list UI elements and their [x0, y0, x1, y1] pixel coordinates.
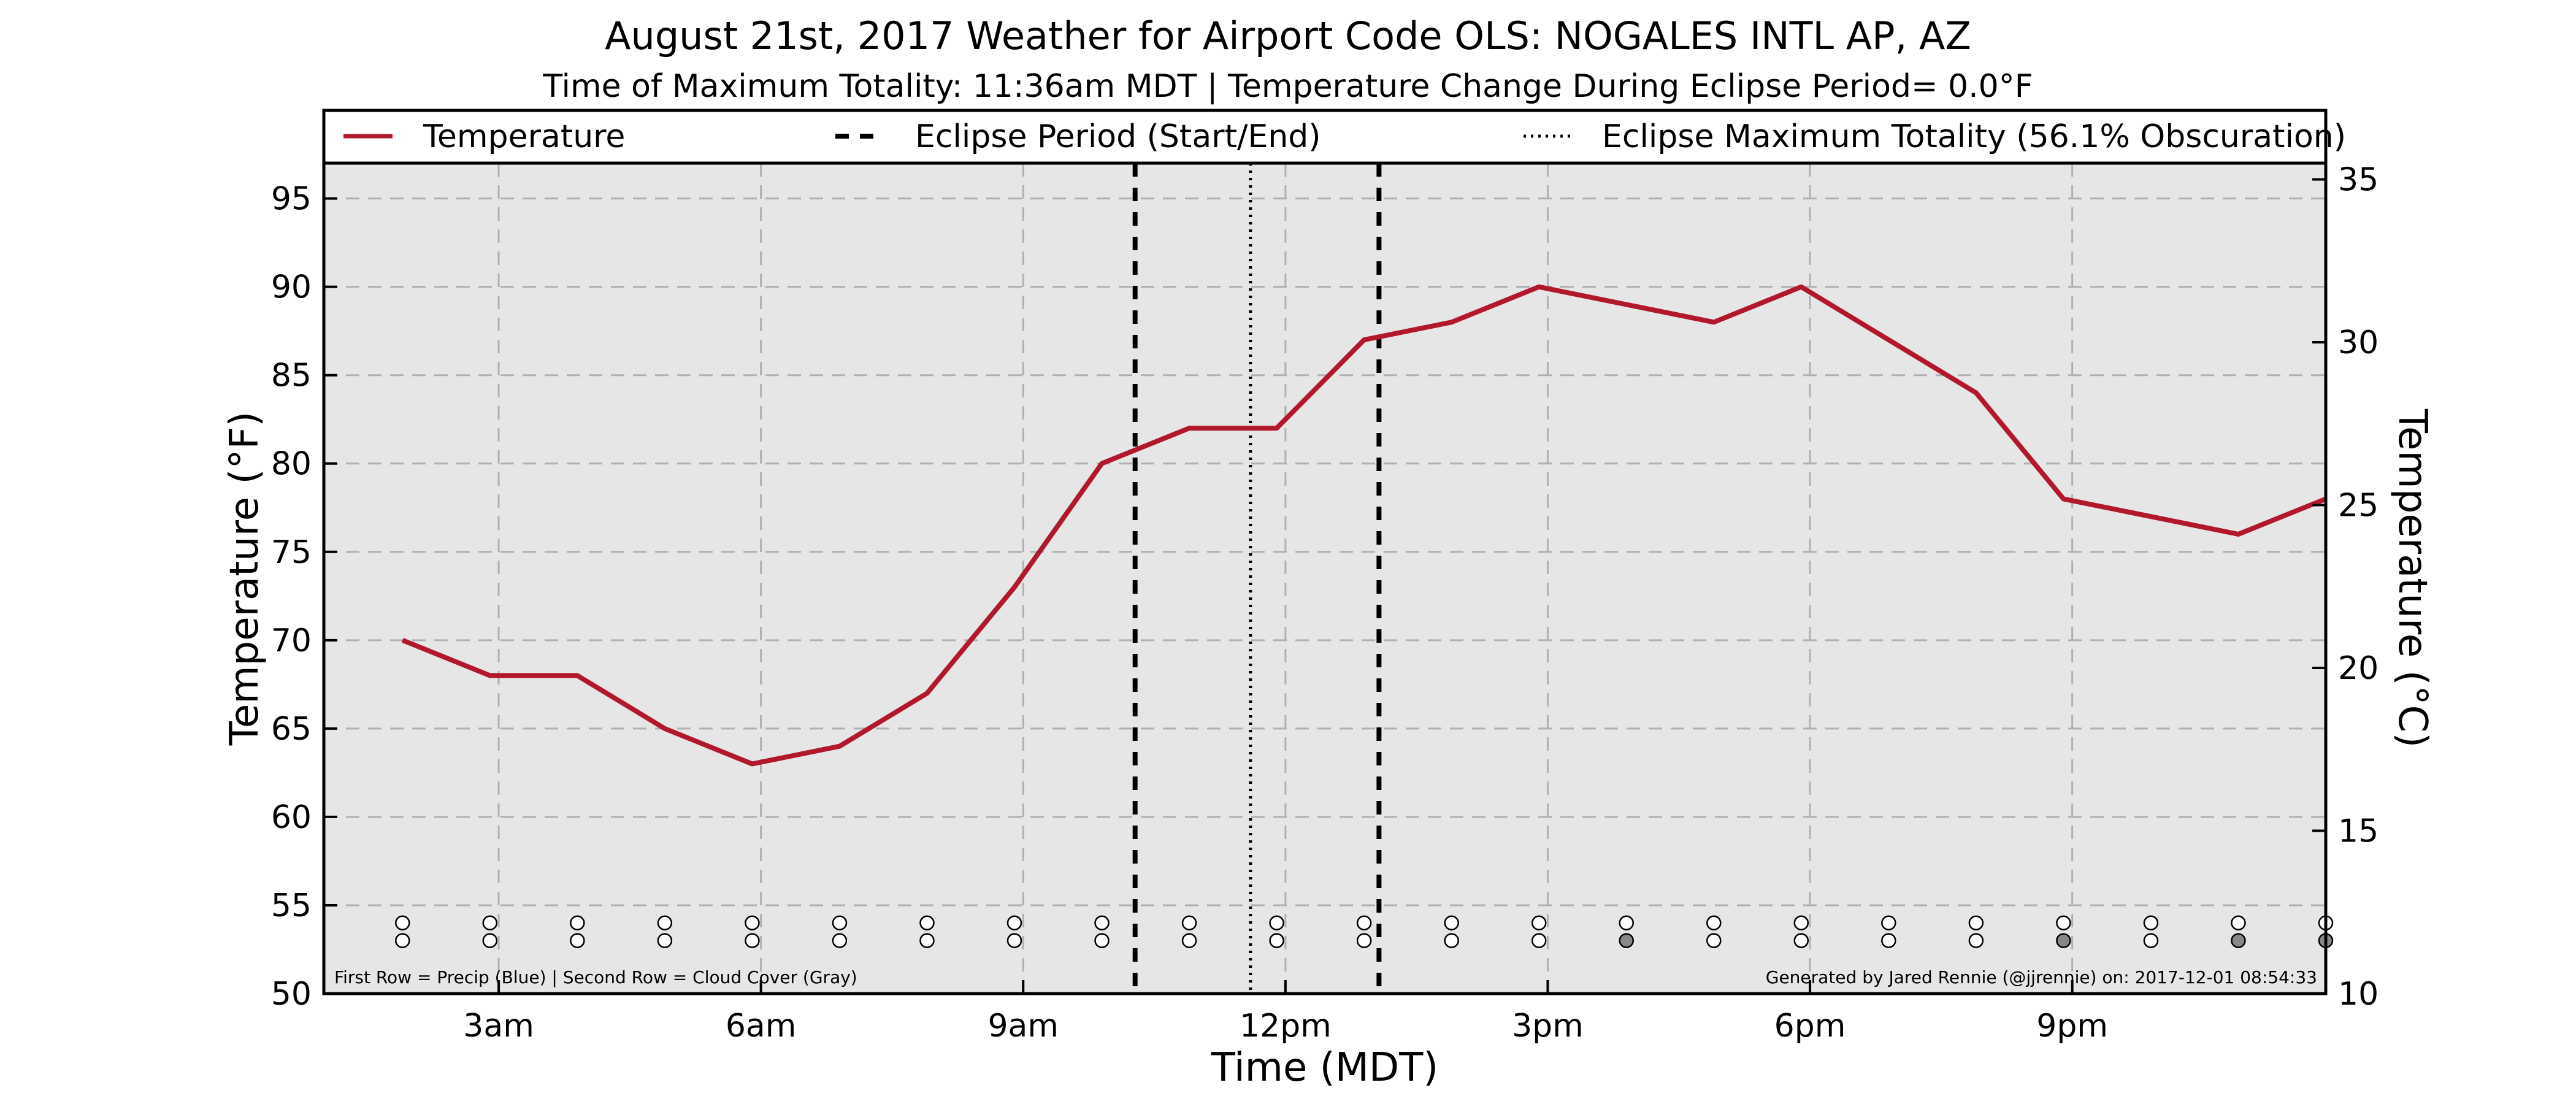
- precip-indicator: [1006, 915, 1022, 931]
- plot-area-background: [324, 163, 2326, 994]
- y-right-tick-label: 35: [2338, 162, 2379, 199]
- grid-lines: [324, 163, 2326, 995]
- cloud-cover-indicator: [745, 933, 760, 948]
- y-axis-title-left: Temperature (°F): [222, 412, 267, 746]
- chart-subtitle: Time of Maximum Totality: 11:36am MDT | …: [542, 68, 2033, 105]
- precip-indicator: [1356, 915, 1372, 931]
- y-tick-label: 85: [271, 358, 312, 394]
- cloud-cover-indicator: [1356, 933, 1372, 948]
- precip-indicator: [2143, 915, 2159, 931]
- x-tick-label: 9am: [987, 1008, 1059, 1045]
- cloud-cover-indicator: [1619, 933, 1634, 948]
- precip-indicator: [2231, 915, 2246, 931]
- cloud-cover-indicator: [1181, 933, 1197, 948]
- temperature-point: [1189, 427, 1190, 429]
- precip-indicator: [2056, 915, 2071, 931]
- cloud-cover-indicator: [1269, 933, 1284, 948]
- precip-indicator: [1444, 915, 1459, 931]
- precip-indicator: [919, 915, 935, 931]
- precip-indicator: [570, 915, 585, 931]
- y-tick-label: 50: [271, 976, 312, 1013]
- cloud-cover-indicator: [395, 933, 410, 948]
- y-axis-title-right: Temperature (°C): [2390, 408, 2435, 748]
- precip-indicator: [1269, 915, 1284, 931]
- cloud-cover-indicator: [570, 933, 585, 948]
- temperature-point: [1276, 427, 1278, 429]
- right-y-axis: 10 15 20 25 30 35: [2312, 162, 2379, 1013]
- y-tick-label: 55: [271, 887, 312, 924]
- eclipse-markers: [1132, 163, 1382, 994]
- precip-indicator: [1968, 915, 1984, 931]
- legend-label-eclipse-max: Eclipse Maximum Totality (56.1% Obscurat…: [1602, 118, 2346, 155]
- x-axis: 3am 6am 9am 12pm 3pm 6pm 9pm: [463, 980, 2108, 1045]
- precip-indicator: [1881, 915, 1896, 931]
- y-tick-label: 65: [271, 711, 312, 748]
- temperature-point: [1014, 586, 1015, 588]
- y-tick-label: 70: [271, 623, 312, 659]
- y-tick-label: 95: [271, 181, 312, 218]
- chart-title: August 21st, 2017 Weather for Airport Co…: [605, 13, 1971, 58]
- precip-indicator: [1181, 915, 1197, 931]
- legend-label-temperature: Temperature: [423, 118, 625, 155]
- footnote-generated-by: Generated by Jared Rennie (@jjrennie) on…: [1766, 967, 2317, 987]
- x-axis-title: Time (MDT): [1211, 1045, 1439, 1091]
- cloud-cover-indicator: [1968, 933, 1984, 948]
- legend-frame: [322, 109, 2328, 165]
- x-tick-label: 12pm: [1240, 1008, 1332, 1045]
- cloud-cover-indicator: [1006, 933, 1022, 948]
- x-tick-label: 3pm: [1512, 1008, 1584, 1045]
- cloud-cover-indicator: [2056, 933, 2071, 948]
- legend: Temperature Eclipse Period (Start/End) E…: [322, 109, 2346, 165]
- y-tick-label: 80: [271, 446, 312, 483]
- cloud-cover-indicator: [657, 933, 673, 948]
- y-right-tick-label: 30: [2338, 324, 2379, 361]
- y-tick-label: 75: [271, 534, 312, 571]
- precip-indicator: [395, 915, 410, 931]
- precip-indicator: [832, 915, 848, 931]
- precip-indicator: [745, 915, 760, 931]
- precip-indicator: [1793, 915, 1809, 931]
- temperature-point: [1451, 321, 1452, 323]
- y-right-tick-label: 25: [2338, 488, 2379, 524]
- cloud-cover-indicator: [1706, 933, 1722, 948]
- temperature-point: [577, 675, 578, 676]
- cloud-cover-indicator: [1094, 933, 1110, 948]
- x-tick-label: 6am: [726, 1008, 797, 1045]
- precip-indicator: [1706, 915, 1722, 931]
- temperature-point: [1626, 304, 1627, 305]
- cloud-cover-indicator: [2143, 933, 2159, 948]
- x-tick-label: 6pm: [1774, 1008, 1846, 1045]
- footnote-legend-rows: First Row = Precip (Blue) | Second Row =…: [334, 967, 857, 987]
- cloud-cover-indicator: [1531, 933, 1547, 948]
- legend-label-eclipse-period: Eclipse Period (Start/End): [915, 118, 1321, 155]
- cloud-cover-indicator: [1881, 933, 1896, 948]
- y-right-tick-label: 10: [2338, 976, 2379, 1013]
- cloud-cover-indicator: [482, 933, 498, 948]
- precip-cloud-indicators: [395, 915, 2334, 948]
- y-tick-label: 60: [271, 799, 312, 836]
- precip-indicator: [1619, 915, 1634, 931]
- y-tick-label: 90: [271, 269, 312, 306]
- temperature-series: [401, 284, 2327, 767]
- cloud-cover-indicator: [2231, 933, 2246, 948]
- cloud-cover-indicator: [1793, 933, 1809, 948]
- temperature-point: [2150, 516, 2152, 517]
- precip-indicator: [1094, 915, 1110, 931]
- cloud-cover-indicator: [832, 933, 848, 948]
- precip-indicator: [482, 915, 498, 931]
- left-y-axis: 50 55 60 65 70 75 80 85 90 95: [271, 181, 337, 1013]
- temperature-point: [664, 728, 665, 729]
- y-right-tick-label: 20: [2338, 650, 2379, 687]
- x-tick-label: 3am: [463, 1008, 534, 1045]
- precip-indicator: [657, 915, 673, 931]
- cloud-cover-indicator: [919, 933, 935, 948]
- cloud-cover-indicator: [1444, 933, 1459, 948]
- precip-indicator: [1531, 915, 1547, 931]
- y-right-tick-label: 15: [2338, 813, 2379, 850]
- temperature-point: [489, 675, 491, 676]
- x-tick-label: 9pm: [2036, 1008, 2108, 1045]
